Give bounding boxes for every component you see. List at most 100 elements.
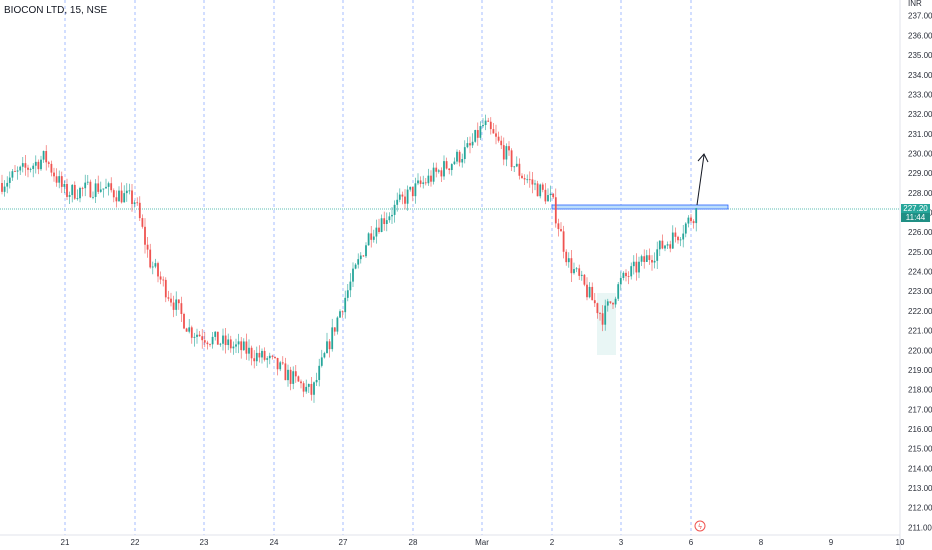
currency-label: INR xyxy=(908,0,922,8)
candle-body xyxy=(55,176,58,183)
candle-body xyxy=(419,180,422,184)
candle-body xyxy=(528,179,531,181)
candle-body xyxy=(27,167,29,170)
candle-body xyxy=(471,141,474,146)
price-tick-label: 219.00 xyxy=(908,366,932,375)
candle-body xyxy=(518,163,521,176)
candle-body xyxy=(502,145,505,160)
candle-body xyxy=(687,217,690,224)
candle-body xyxy=(427,175,430,184)
time-axis[interactable]: 21 22 23 24 27 28 Mar 2 3 6 8 9 10 xyxy=(61,538,905,547)
candle-body xyxy=(146,244,149,250)
candle-body xyxy=(180,303,183,315)
candle-body xyxy=(175,299,178,310)
candle-body xyxy=(201,336,204,341)
candle-body xyxy=(492,129,495,134)
candle-body xyxy=(276,357,279,370)
candle-body xyxy=(565,251,568,263)
candle-body xyxy=(183,314,185,329)
candle-body xyxy=(445,161,448,169)
candle-body xyxy=(541,184,544,190)
candle-body xyxy=(609,301,612,303)
candle-body xyxy=(435,167,438,172)
candle-body xyxy=(16,170,19,172)
candle-body xyxy=(476,130,479,138)
candle-body xyxy=(632,261,635,267)
candle-body xyxy=(45,151,48,163)
candle-body xyxy=(159,276,162,280)
price-tick-label: 228.00 xyxy=(908,189,932,198)
candle-body xyxy=(375,227,378,237)
candle-body xyxy=(534,183,536,185)
candle-body xyxy=(466,143,469,148)
event-marker[interactable]: ϟ xyxy=(694,520,706,532)
candle-body xyxy=(677,236,679,241)
candle-body xyxy=(14,171,16,173)
candle-body xyxy=(115,197,118,202)
candle-body xyxy=(315,379,318,383)
time-tick-label: 6 xyxy=(689,538,694,547)
candle-body xyxy=(172,302,175,310)
price-tick-label: 225.00 xyxy=(908,248,932,257)
resistance-zone[interactable] xyxy=(551,204,729,210)
candle-body xyxy=(422,182,425,184)
candle-body xyxy=(198,334,201,337)
candle-body xyxy=(612,302,614,305)
candle-body xyxy=(437,170,440,172)
candle-body xyxy=(94,183,97,197)
time-tick-label: 3 xyxy=(619,538,624,547)
candle-body xyxy=(474,130,477,142)
candle-body xyxy=(401,194,404,197)
candle-body xyxy=(580,274,583,276)
price-axis[interactable]: 211.00 212.00 213.00 214.00 215.00 216.00 217.… xyxy=(908,12,932,533)
time-tick-label: 10 xyxy=(896,538,905,547)
candle-body xyxy=(128,190,131,192)
candle-body xyxy=(190,327,193,338)
price-tick-label: 218.00 xyxy=(908,386,932,395)
candle-body xyxy=(567,258,570,263)
candle-body xyxy=(63,183,66,187)
candle-body xyxy=(651,259,653,263)
candle-body xyxy=(469,143,471,146)
candle-body xyxy=(552,193,555,198)
candle-body xyxy=(627,276,630,277)
candle-body xyxy=(393,204,396,215)
candle-body xyxy=(79,187,81,199)
candle-body xyxy=(357,259,360,265)
candle-body xyxy=(297,376,300,382)
candle-body xyxy=(193,336,196,338)
candle-body xyxy=(661,240,664,249)
price-tick-label: 211.00 xyxy=(908,523,932,532)
candle-body xyxy=(547,195,549,202)
candle-body xyxy=(164,279,167,298)
candle-body xyxy=(131,190,133,204)
candle-body xyxy=(479,126,482,138)
candle-body xyxy=(328,341,331,350)
support-box[interactable] xyxy=(597,293,616,355)
candle-body xyxy=(669,244,672,249)
candle-body xyxy=(583,274,586,285)
projection-arrow[interactable] xyxy=(696,153,709,206)
session-separators xyxy=(64,0,692,535)
candle-body xyxy=(417,180,419,184)
candle-body xyxy=(211,336,214,345)
price-tick-label: 231.00 xyxy=(908,130,932,139)
candle-body xyxy=(196,334,198,337)
candle-body xyxy=(432,167,435,182)
time-tick-label: 23 xyxy=(200,538,209,547)
candle-body xyxy=(409,186,412,190)
symbol-title: BIOCON LTD, 15, NSE xyxy=(4,5,108,16)
candle-body xyxy=(216,331,219,345)
candle-body xyxy=(92,196,94,198)
candle-body xyxy=(11,171,14,178)
candle-body xyxy=(440,170,443,177)
candle-body xyxy=(102,188,105,190)
price-tick-label: 223.00 xyxy=(908,287,932,296)
candle-body xyxy=(489,121,492,130)
candle-body xyxy=(604,305,607,325)
candle-body xyxy=(157,263,159,277)
price-tick-label: 222.00 xyxy=(908,307,932,316)
candle-body xyxy=(396,199,399,205)
candle-body xyxy=(333,327,336,332)
